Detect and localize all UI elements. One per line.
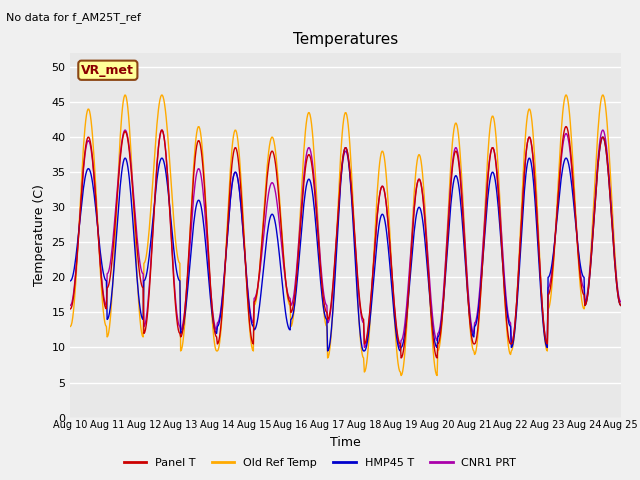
Old Ref Temp — [67, 324, 74, 329]
Panel T — [397, 355, 405, 361]
Panel T — [133, 244, 141, 250]
Panel T — [429, 336, 437, 342]
CNR1 PRT — [430, 326, 438, 332]
Old Ref Temp — [397, 372, 405, 378]
Legend: Panel T, Old Ref Temp, HMP45 T, CNR1 PRT: Panel T, Old Ref Temp, HMP45 T, CNR1 PRT — [119, 453, 521, 472]
HMP45 T — [133, 275, 141, 280]
Line: HMP45 T: HMP45 T — [70, 137, 621, 351]
CNR1 PRT — [617, 299, 625, 305]
Old Ref Temp — [414, 154, 422, 160]
Panel T — [617, 302, 625, 308]
CNR1 PRT — [121, 127, 129, 133]
HMP45 T — [324, 348, 332, 354]
Text: VR_met: VR_met — [81, 64, 134, 77]
HMP45 T — [429, 329, 437, 335]
CNR1 PRT — [77, 206, 84, 212]
Old Ref Temp — [77, 197, 84, 203]
X-axis label: Time: Time — [330, 436, 361, 449]
Panel T — [413, 181, 421, 187]
Old Ref Temp — [617, 302, 625, 308]
Old Ref Temp — [157, 92, 165, 98]
HMP45 T — [218, 300, 226, 306]
HMP45 T — [67, 278, 74, 284]
HMP45 T — [413, 208, 421, 214]
HMP45 T — [617, 302, 625, 308]
Panel T — [67, 306, 74, 312]
CNR1 PRT — [134, 241, 141, 247]
Text: No data for f_AM25T_ref: No data for f_AM25T_ref — [6, 12, 141, 23]
CNR1 PRT — [67, 302, 74, 308]
HMP45 T — [189, 228, 196, 234]
CNR1 PRT — [414, 178, 422, 183]
Old Ref Temp — [190, 163, 198, 169]
Title: Temperatures: Temperatures — [293, 33, 398, 48]
CNR1 PRT — [190, 194, 198, 200]
Panel T — [218, 311, 226, 317]
Old Ref Temp — [430, 357, 438, 363]
Old Ref Temp — [219, 303, 227, 309]
CNR1 PRT — [219, 289, 227, 295]
CNR1 PRT — [360, 345, 368, 350]
Panel T — [562, 124, 570, 130]
Panel T — [77, 206, 84, 212]
Y-axis label: Temperature (C): Temperature (C) — [33, 184, 46, 286]
Line: Panel T: Panel T — [70, 127, 621, 358]
HMP45 T — [77, 213, 84, 218]
Old Ref Temp — [133, 271, 141, 277]
Panel T — [189, 183, 196, 189]
Line: CNR1 PRT: CNR1 PRT — [70, 130, 621, 348]
Line: Old Ref Temp: Old Ref Temp — [70, 95, 621, 375]
HMP45 T — [598, 134, 606, 140]
